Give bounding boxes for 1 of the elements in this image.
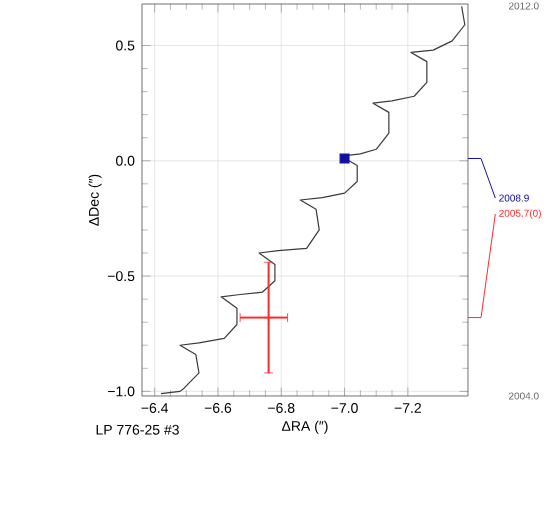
line-series (160, 5, 466, 395)
